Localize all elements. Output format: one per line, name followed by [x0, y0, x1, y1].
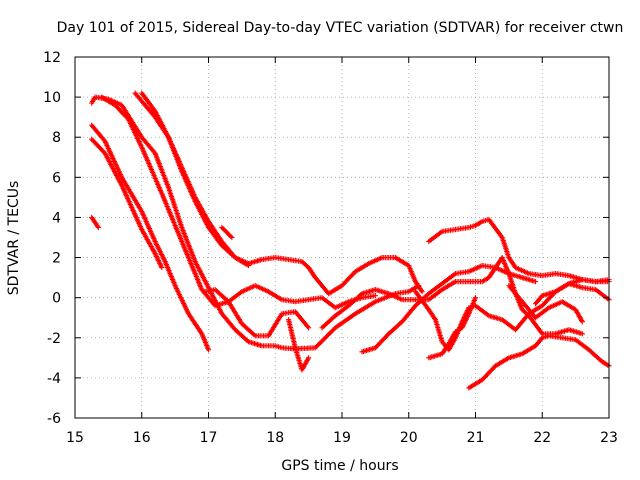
data-points — [89, 90, 612, 391]
x-tick-label: 23 — [600, 430, 618, 446]
y-axis-label: SDTVAR / TECUs — [6, 181, 22, 296]
trace-markers — [204, 287, 311, 339]
trace-markers — [533, 281, 611, 306]
series-trace-c — [89, 122, 212, 353]
y-tick-label: 6 — [52, 170, 61, 186]
trace-markers — [140, 91, 250, 268]
y-tick-label: -2 — [47, 331, 61, 347]
y-tick-label: 2 — [52, 251, 61, 267]
trace-markers — [89, 216, 101, 229]
x-tick-label: 15 — [66, 430, 84, 446]
y-tick-label: -4 — [47, 371, 61, 387]
series-trace-h — [202, 287, 312, 339]
series-trace-d — [89, 136, 165, 271]
series-trace-b — [99, 94, 378, 311]
trace-markers — [360, 263, 537, 354]
axis-ticks — [74, 56, 610, 419]
x-tick-label: 18 — [266, 430, 284, 446]
trace-markers — [427, 296, 478, 360]
series-trace-i — [286, 317, 312, 373]
trace-markers — [90, 123, 211, 351]
y-tick-label: 10 — [43, 90, 61, 106]
x-tick-label: 21 — [467, 430, 485, 446]
x-tick-label: 16 — [133, 430, 151, 446]
trace-markers — [286, 318, 311, 372]
y-tick-label: 4 — [52, 210, 61, 226]
series-trace-j — [219, 224, 235, 241]
x-tick-label: 19 — [333, 430, 351, 446]
trace-markers — [90, 137, 164, 269]
trace-markers — [100, 95, 377, 310]
y-tick-label: 8 — [52, 130, 61, 146]
trace-markers — [220, 226, 234, 239]
y-tick-label: 0 — [52, 291, 61, 307]
tick-labels: 15 16 17 18 19 20 21 22 23 -6 -4 -2 0 2 4 6 8 10 12 — [43, 50, 618, 446]
series-trace-p — [466, 333, 612, 391]
y-tick-label: 12 — [43, 50, 61, 66]
series-trace-g — [139, 90, 252, 269]
y-tick-label: -6 — [47, 411, 61, 427]
x-tick-label: 20 — [400, 430, 418, 446]
series-trace-e — [89, 214, 101, 231]
trace-markers — [89, 94, 420, 352]
chart-title: Day 101 of 2015, Sidereal Day-to-day VTE… — [57, 20, 624, 36]
trace-markers — [467, 333, 611, 390]
x-axis-label: GPS time / hours — [281, 458, 398, 474]
x-tick-label: 22 — [533, 430, 551, 446]
trace-markers — [507, 284, 585, 323]
series-trace-q — [506, 283, 585, 325]
series-trace-o — [426, 295, 479, 361]
x-tick-label: 17 — [200, 430, 218, 446]
series-trace-l — [359, 262, 539, 355]
